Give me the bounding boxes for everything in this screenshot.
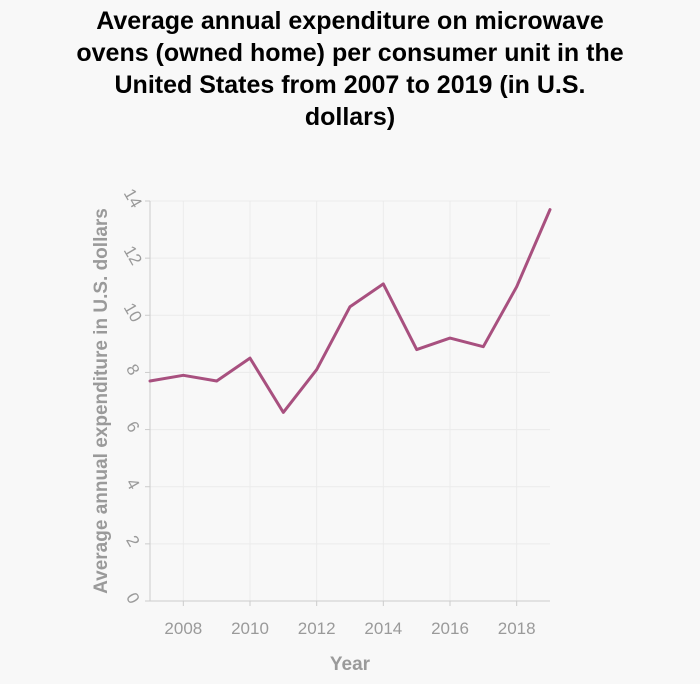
plot-area: 2008 2010 2012 2014 2016 2018 0 2 4 6 8 10 12 14 bbox=[120, 185, 552, 638]
x-tick-label: 2014 bbox=[364, 619, 402, 638]
y-tick-label: 0 bbox=[122, 589, 143, 607]
y-tick-label: 2 bbox=[122, 532, 143, 550]
x-tick-label: 2018 bbox=[498, 619, 536, 638]
y-tick-label: 12 bbox=[120, 242, 146, 268]
chart-title-line-1: Average annual expenditure on microwave bbox=[96, 7, 604, 35]
chart-title-line-3: United States from 2007 to 2019 (in U.S. bbox=[115, 71, 586, 99]
chart-title-line-4: dollars) bbox=[305, 103, 395, 131]
x-axis-label: Year bbox=[330, 654, 371, 675]
y-tick-label: 8 bbox=[122, 361, 143, 379]
series-line bbox=[148, 208, 552, 414]
y-tick-label: 4 bbox=[122, 475, 143, 493]
y-tick-label: 10 bbox=[120, 300, 146, 326]
x-tick-label: 2012 bbox=[298, 619, 336, 638]
x-tick-label: 2008 bbox=[164, 619, 202, 638]
y-tick-label: 14 bbox=[120, 185, 146, 211]
chart-title-line-2: ovens (owned home) per consumer unit in … bbox=[76, 39, 623, 67]
chart-title: Average annual expenditure on microwave … bbox=[76, 7, 623, 131]
x-tick-label: 2010 bbox=[231, 619, 269, 638]
y-axis-label: Average annual expenditure in U.S. dolla… bbox=[91, 208, 112, 594]
y-tick-label: 6 bbox=[122, 418, 143, 436]
x-tick-label: 2016 bbox=[431, 619, 469, 638]
